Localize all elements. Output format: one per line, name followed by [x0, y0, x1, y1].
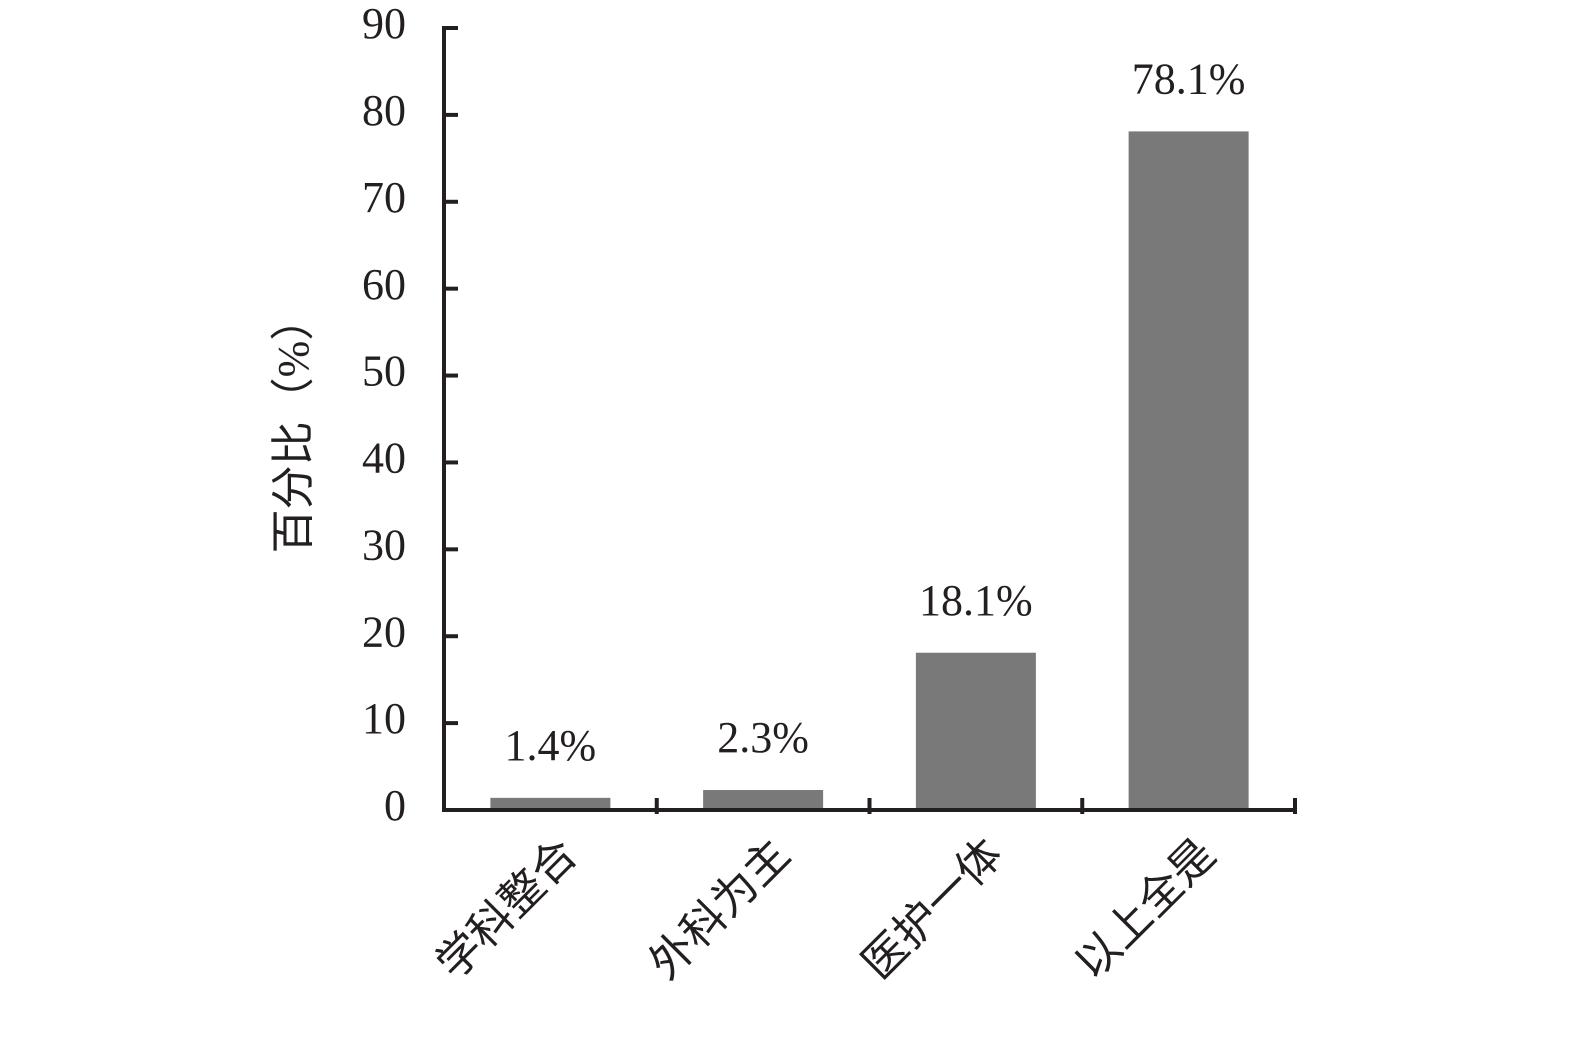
bar	[915, 652, 1036, 810]
y-tick-label: 50	[362, 347, 406, 396]
y-tick-label: 70	[362, 173, 406, 222]
y-tick-label: 90	[362, 0, 406, 48]
bar	[490, 797, 611, 810]
x-tick-label: 以上全是	[1066, 830, 1225, 989]
x-tick-label: 医护一体	[853, 830, 1012, 989]
y-axis-label: 百分比（%）	[269, 297, 318, 554]
x-tick-label: 学科整合	[427, 830, 586, 989]
x-tick-label: 外科为主	[640, 830, 799, 989]
y-tick-label: 10	[362, 694, 406, 743]
value-label: 18.1%	[919, 576, 1033, 625]
bar	[1128, 131, 1249, 811]
y-tick-label: 0	[384, 781, 406, 830]
value-label: 1.4%	[505, 721, 597, 770]
y-tick-label: 30	[362, 520, 406, 569]
value-label: 78.1%	[1132, 54, 1246, 103]
y-tick-label: 60	[362, 260, 406, 309]
y-tick-label: 20	[362, 607, 406, 656]
y-tick-label: 40	[362, 434, 406, 483]
value-label: 2.3%	[717, 713, 809, 762]
y-tick-label: 80	[362, 86, 406, 135]
bar	[703, 790, 824, 810]
